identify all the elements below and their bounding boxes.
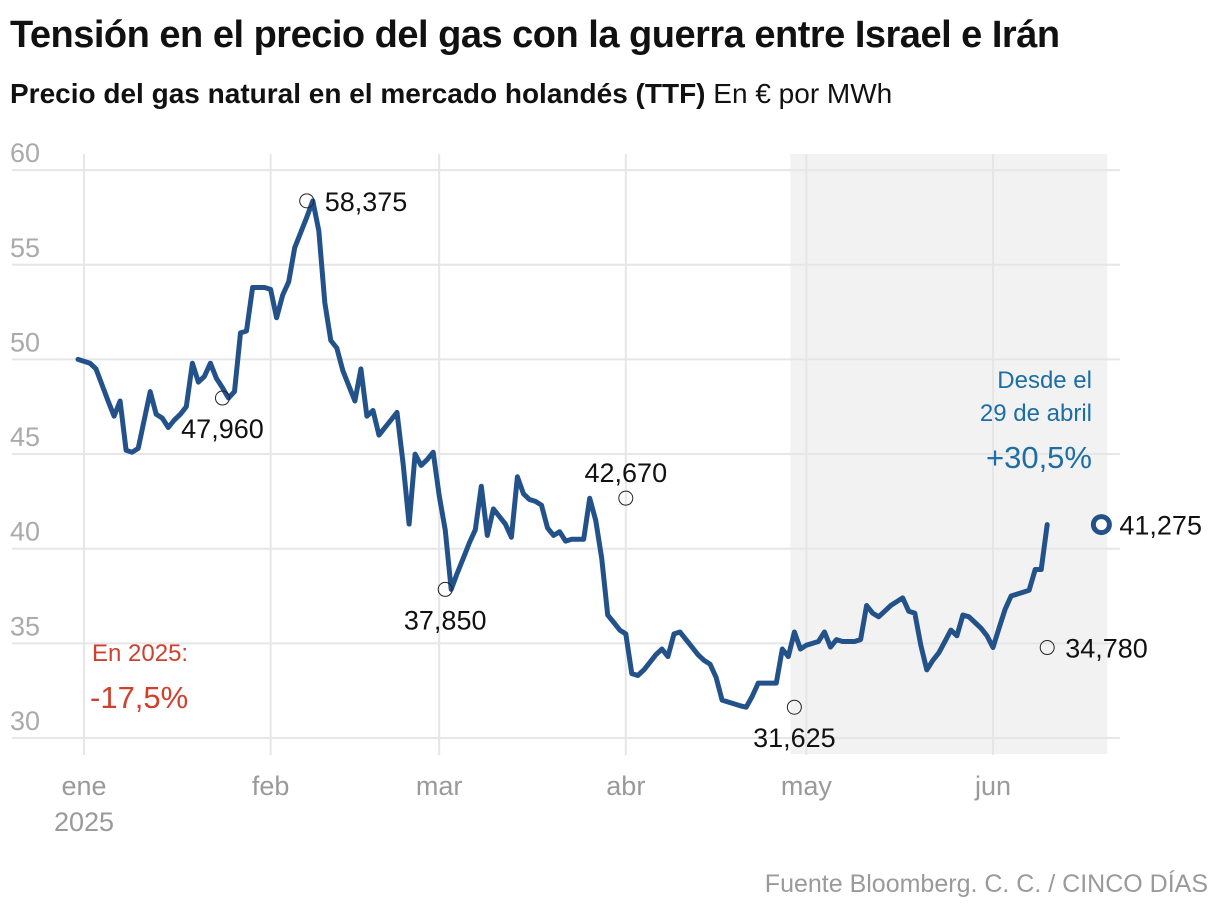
chart-subtitle: Precio del gas natural en el mercado hol… bbox=[10, 78, 892, 110]
subtitle-unit: En € por MWh bbox=[713, 78, 893, 109]
source-credit: Fuente Bloomberg. C. C. / CINCO DÍAS bbox=[764, 870, 1208, 898]
point-label: 31,625 bbox=[753, 723, 836, 753]
point-marker bbox=[1039, 640, 1055, 656]
x-tick-label: feb bbox=[252, 771, 290, 801]
point-label: 58,375 bbox=[325, 187, 408, 217]
y-tick-label: 30 bbox=[10, 706, 40, 736]
x-tick-label: jun bbox=[974, 771, 1011, 801]
x-tick-label: ene bbox=[61, 771, 106, 801]
point-marker bbox=[618, 490, 634, 506]
subtitle-main: Precio del gas natural en el mercado hol… bbox=[10, 78, 706, 109]
point-label: 41,275 bbox=[1119, 511, 1202, 541]
y-tick-label: 50 bbox=[10, 327, 40, 357]
end-point-marker bbox=[1090, 514, 1112, 536]
point-label: 37,850 bbox=[404, 605, 487, 635]
x-tick-label: may bbox=[781, 771, 833, 801]
y-tick-label: 55 bbox=[10, 233, 40, 263]
since-label-line1: Desde el bbox=[997, 367, 1092, 394]
point-marker bbox=[214, 390, 230, 406]
point-marker bbox=[437, 581, 453, 597]
y-tick-label: 35 bbox=[10, 611, 40, 641]
point-label: 34,780 bbox=[1065, 634, 1148, 664]
y-axis: 30 35 40 45 50 55 60 bbox=[10, 138, 40, 736]
x-tick-sublabel: 2025 bbox=[54, 807, 114, 837]
point-marker bbox=[786, 699, 802, 715]
chart-title: Tensión en el precio del gas con la guer… bbox=[10, 14, 1060, 56]
x-axis: ene 2025 feb mar abr may jun bbox=[54, 771, 1011, 837]
x-tick-label: abr bbox=[606, 771, 645, 801]
point-marker bbox=[299, 193, 315, 209]
since-label-line2: 29 de abril bbox=[980, 400, 1092, 427]
labeled-points: 47,960 58,375 37,850 42,670 31,625 34,780 41,2… bbox=[181, 187, 1202, 753]
grid bbox=[12, 154, 1120, 755]
y-tick-label: 45 bbox=[10, 422, 40, 452]
ytd-value: -17,5% bbox=[90, 680, 188, 715]
since-value: +30,5% bbox=[986, 440, 1092, 475]
point-label: 42,670 bbox=[585, 458, 668, 488]
ytd-label: En 2025: bbox=[92, 640, 188, 667]
series-line-ttf bbox=[75, 198, 1050, 710]
x-tick-label: mar bbox=[416, 771, 463, 801]
y-tick-label: 60 bbox=[10, 138, 40, 168]
point-label: 47,960 bbox=[181, 414, 264, 444]
y-tick-label: 40 bbox=[10, 517, 40, 547]
